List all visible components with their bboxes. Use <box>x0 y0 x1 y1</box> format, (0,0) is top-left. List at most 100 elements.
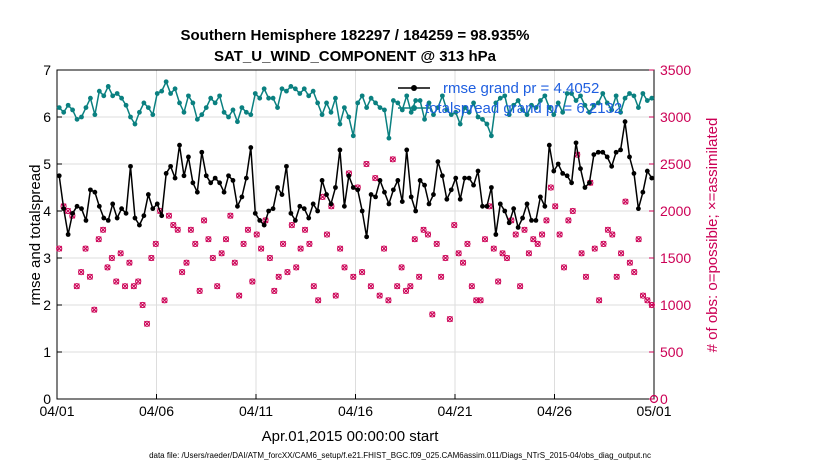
obs-assimilated-point <box>266 255 273 261</box>
totalspread-point <box>199 112 205 118</box>
totalspread-point <box>569 91 574 96</box>
obs-assimilated-point <box>644 297 651 304</box>
rmse-point <box>341 203 347 209</box>
y-tick-label: 3 <box>43 250 51 266</box>
obs-assimilated-point <box>244 226 251 233</box>
obs-possible-point <box>293 264 300 271</box>
obs-assimilated-point <box>525 250 532 257</box>
obs-possible-point <box>582 273 590 280</box>
rmse-point <box>604 154 610 160</box>
totalspread-point <box>61 109 67 115</box>
rmse-point <box>279 192 285 197</box>
obs-assimilated-point <box>78 269 85 276</box>
obs-possible-point <box>530 236 537 243</box>
rmse-point <box>529 218 534 223</box>
rmse-point <box>208 180 214 186</box>
obs-possible-point <box>416 273 423 280</box>
obs-possible-point <box>139 301 146 309</box>
obs-possible-point <box>385 297 392 304</box>
totalspread-point <box>631 93 637 99</box>
rmse-point <box>627 154 632 160</box>
rmse-point <box>150 206 156 212</box>
rmse-point <box>408 194 414 200</box>
obs-possible-point <box>639 292 647 299</box>
obs-possible-point <box>104 264 111 271</box>
obs-assimilated-point <box>499 250 506 257</box>
obs-possible-point <box>253 231 260 238</box>
rmse-point <box>555 161 561 167</box>
totalspread-point <box>114 91 120 96</box>
rmse-point <box>230 178 236 183</box>
rmse-point <box>542 203 548 209</box>
y-right-tick-label: 1500 <box>660 250 691 266</box>
rmse-point <box>301 206 307 212</box>
rmse-point <box>319 178 325 183</box>
rmse-point <box>346 173 352 179</box>
obs-possible-point <box>604 226 612 233</box>
obs-assimilated-point <box>543 217 550 224</box>
obs-possible-point <box>236 292 243 299</box>
totalspread-point <box>248 112 254 118</box>
totalspread-point <box>346 114 352 120</box>
obs-assimilated-point <box>600 240 607 247</box>
obs-possible-point <box>521 226 528 233</box>
obs-assimilated-point <box>284 269 291 276</box>
totalspread-point <box>257 95 263 101</box>
obs-assimilated-point <box>490 245 497 252</box>
totalspread-point <box>475 114 481 120</box>
totalspread-point <box>315 100 321 106</box>
rmse-point <box>537 194 543 200</box>
obs-possible-point <box>73 283 80 290</box>
totalspread-point <box>591 102 597 108</box>
y-axis-ticks: 0 1 2 3 4 5 6 7 <box>43 62 62 407</box>
rmse-point <box>404 147 410 153</box>
obs-assimilated-point <box>640 292 647 299</box>
obs-assimilated-point <box>187 226 194 233</box>
totalspread-point <box>235 119 240 125</box>
rmse-point <box>92 189 98 195</box>
obs-assimilated-point <box>240 240 247 247</box>
obs-assimilated-point <box>565 217 572 224</box>
obs-assimilated-point <box>460 259 467 266</box>
rmse-point <box>297 203 303 209</box>
rmse-point <box>573 140 579 146</box>
totalspread-point <box>172 86 178 92</box>
y-right-tick-label: 0 <box>660 391 668 407</box>
obs-assimilated-point <box>218 250 225 257</box>
totalspread-series <box>56 79 655 141</box>
obs-assimilated-point <box>214 283 221 290</box>
totalspread-point <box>186 93 191 99</box>
obs-assimilated-point <box>512 231 519 238</box>
obs-assimilated-point <box>495 278 502 285</box>
obs-assimilated-point <box>381 245 388 252</box>
totalspread-point <box>520 107 525 113</box>
obs-assimilated-point <box>376 292 383 299</box>
rmse-point <box>315 208 321 214</box>
rmse-point <box>426 201 432 207</box>
obs-possible-point <box>297 245 304 252</box>
totalspread-point <box>239 105 245 110</box>
obs-possible-point <box>214 283 221 290</box>
obs-assimilated-point <box>135 278 142 285</box>
obs-possible-point <box>113 278 120 285</box>
rmse-point <box>56 173 62 179</box>
obs-assimilated-point <box>569 208 576 214</box>
obs-assimilated-point <box>275 273 282 280</box>
obs-possible-point <box>78 269 85 276</box>
obs-assimilated-point <box>446 316 453 323</box>
totalspread-point <box>359 93 365 99</box>
totalspread-point <box>110 93 116 99</box>
y-right-tick-label: 2500 <box>660 156 691 172</box>
x-tick-label: 04/26 <box>537 403 572 419</box>
obs-possible-point <box>99 226 107 233</box>
rmse-point <box>83 218 89 223</box>
totalspread-point <box>515 98 521 103</box>
totalspread-point <box>177 100 182 106</box>
obs-possible-point <box>91 306 98 313</box>
rmse-point <box>462 175 468 181</box>
obs-possible-point <box>82 245 89 252</box>
rmse-point <box>480 203 485 209</box>
obs-assimilated-point <box>174 226 181 233</box>
obs-assimilated-point <box>367 283 374 290</box>
